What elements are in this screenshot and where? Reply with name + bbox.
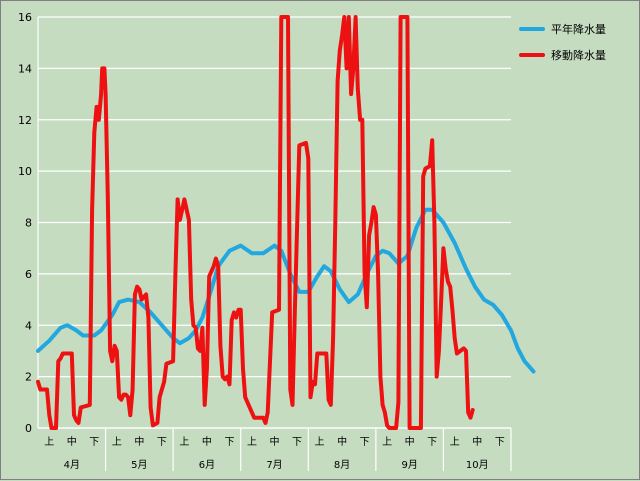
series-group [36, 15, 536, 430]
y-tick-label: 10 [18, 165, 32, 178]
y-axis-ticks: 0 2 4 6 8 10 12 14 16 [18, 11, 32, 435]
x-period-label: 上 [247, 436, 257, 448]
x-period-label: 中 [270, 435, 280, 448]
x-month-label: 8月 [334, 459, 350, 471]
x-period-label: 中 [405, 435, 415, 448]
y-tick-label: 14 [18, 62, 32, 75]
y-tick-label: 4 [25, 319, 32, 332]
x-period-label: 上 [112, 436, 122, 448]
x-period-label: 下 [89, 437, 99, 448]
x-period-label: 下 [427, 437, 437, 448]
x-period-label: 下 [292, 437, 302, 448]
y-tick-label: 8 [25, 217, 32, 230]
y-tick-label: 12 [18, 114, 32, 127]
x-month-label: 9月 [401, 459, 417, 471]
legend-label-normal: 平年降水量 [551, 23, 606, 36]
x-period-label: 中 [134, 435, 144, 448]
x-month-label: 5月 [131, 459, 147, 471]
y-tick-label: 0 [25, 422, 32, 435]
legend-label-moving: 移動降水量 [551, 49, 606, 62]
y-tick-label: 2 [25, 371, 32, 384]
x-period-label: 中 [67, 435, 77, 448]
x-period-label: 上 [315, 436, 325, 448]
x-period-label: 上 [382, 436, 392, 448]
x-period-label: 上 [44, 436, 54, 448]
legend-swatch-moving [519, 53, 545, 57]
y-tick-label: 6 [25, 268, 32, 281]
series-line-0 [36, 207, 536, 374]
x-month-label: 10月 [466, 459, 489, 471]
legend: 平年降水量 移動降水量 [519, 19, 606, 71]
x-period-label: 中 [472, 435, 482, 448]
x-period-label: 下 [495, 437, 505, 448]
x-period-label: 上 [179, 436, 189, 448]
x-period-label: 中 [202, 435, 212, 448]
legend-swatch-normal [519, 27, 545, 31]
x-period-label: 中 [337, 435, 347, 448]
y-tick-label: 16 [18, 11, 32, 24]
x-month-label: 7月 [266, 459, 282, 471]
x-period-label: 上 [450, 436, 460, 448]
legend-item-normal: 平年降水量 [519, 19, 606, 39]
x-month-label: 4月 [64, 459, 80, 471]
x-month-label: 6月 [199, 459, 215, 471]
series-line-1 [36, 15, 475, 430]
x-period-label: 下 [360, 437, 370, 448]
x-period-label: 下 [224, 437, 234, 448]
x-axis-categories: 上中下4月上中下5月上中下6月上中下7月上中下8月上中下9月上中下10月 [44, 428, 505, 471]
legend-item-moving: 移動降水量 [519, 45, 606, 65]
gridlines [37, 16, 512, 471]
x-period-label: 下 [157, 437, 167, 448]
